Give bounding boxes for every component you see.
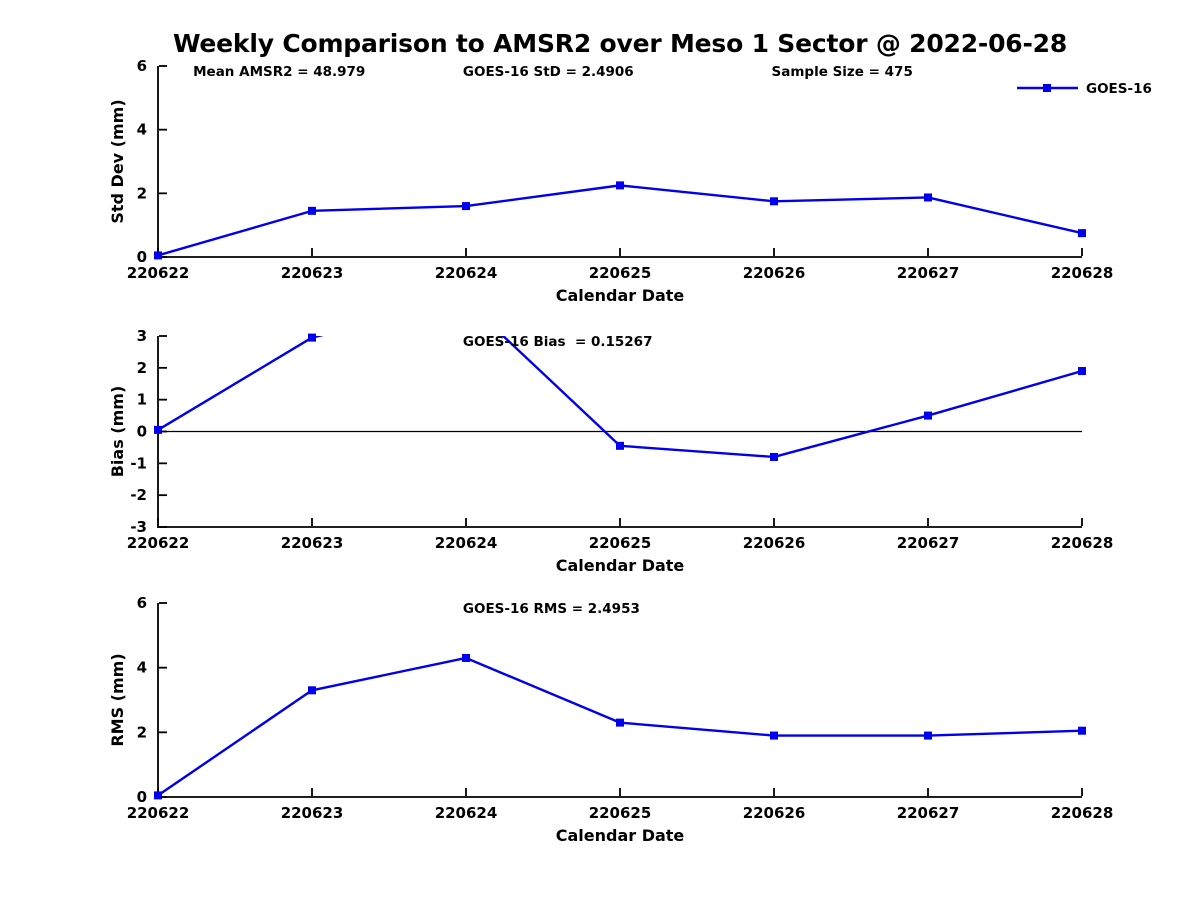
figure-title: Weekly Comparison to AMSR2 over Meso 1 S… — [172, 29, 1068, 58]
data-point-marker — [308, 333, 316, 342]
x-tick-label: 220625 — [589, 264, 652, 282]
x-tick-label: 220626 — [743, 264, 806, 282]
x-tick-label: 220625 — [589, 804, 652, 822]
x-tick-label: 220622 — [127, 804, 190, 822]
x-tick-label: 220622 — [127, 264, 190, 282]
annotation: GOES-16 RMS = 2.4953 — [463, 601, 640, 617]
y-tick-label: 4 — [137, 659, 147, 677]
data-point-marker — [770, 731, 778, 740]
x-tick-label: 220625 — [589, 534, 652, 552]
data-point-marker — [770, 452, 778, 461]
data-point-marker — [1078, 726, 1086, 735]
series-line — [158, 184, 1082, 257]
data-point-marker — [308, 686, 316, 695]
data-point-marker — [616, 181, 624, 190]
x-tick-label: 220628 — [1051, 264, 1114, 282]
x-tick-label: 220626 — [743, 534, 806, 552]
x-tick-label: 220627 — [897, 264, 960, 282]
x-tick-label: 220623 — [281, 264, 344, 282]
data-point-marker — [924, 731, 932, 740]
y-tick-label: 3 — [137, 327, 147, 345]
y-tick-label: 6 — [137, 57, 147, 75]
annotation: GOES-16 Bias = 0.15267 — [463, 334, 653, 350]
x-tick-label: 220624 — [435, 264, 498, 282]
legend-label: GOES-16 — [1086, 81, 1152, 97]
data-point-marker — [1078, 229, 1086, 238]
x-axis-label: Calendar Date — [556, 826, 685, 845]
x-tick-label: 220623 — [281, 804, 344, 822]
data-point-marker — [462, 653, 470, 662]
x-tick-label: 220628 — [1051, 804, 1114, 822]
x-tick-label: 220623 — [281, 534, 344, 552]
annotation: Sample Size = 475 — [772, 64, 913, 80]
annotation: GOES-16 StD = 2.4906 — [463, 64, 634, 80]
legend-marker — [1043, 84, 1051, 92]
y-tick-label: 2 — [137, 184, 147, 202]
data-point-marker — [770, 197, 778, 206]
y-tick-label: 4 — [137, 121, 147, 139]
y-tick-label: -3 — [130, 518, 147, 536]
y-tick-label: -2 — [130, 486, 147, 504]
data-point-marker — [154, 251, 162, 260]
bias-chart: -3 -2 -1 0 1 2 3 220622 220623 220624 220625 220626… — [108, 327, 1114, 575]
data-point-marker — [462, 202, 470, 211]
data-point-marker — [1078, 367, 1086, 376]
y-tick-label: 2 — [137, 723, 147, 741]
y-axis-label: Std Dev (mm) — [108, 99, 127, 223]
y-tick-label: 6 — [137, 594, 147, 612]
y-axis-label: RMS (mm) — [108, 653, 127, 746]
data-point-marker — [154, 425, 162, 434]
y-tick-label: 0 — [137, 423, 147, 441]
y-tick-label: 2 — [137, 359, 147, 377]
x-tick-label: 220622 — [127, 534, 190, 552]
series-line — [158, 336, 1082, 459]
data-point-marker — [616, 441, 624, 450]
y-axis-label: Bias (mm) — [108, 386, 127, 478]
series-line — [158, 656, 1082, 797]
y-tick-label: 0 — [137, 788, 147, 806]
x-axis-label: Calendar Date — [556, 286, 685, 305]
x-tick-label: 220627 — [897, 534, 960, 552]
x-tick-label: 220624 — [435, 804, 498, 822]
annotation: Mean AMSR2 = 48.979 — [193, 64, 365, 80]
y-tick-label: -1 — [130, 454, 147, 472]
x-tick-label: 220627 — [897, 804, 960, 822]
data-point-marker — [308, 206, 316, 215]
stddev-chart: 0 2 4 6 220622 220623 220624 220625 220626 220627… — [108, 57, 1152, 305]
data-point-marker — [616, 718, 624, 727]
rms-chart: 0 2 4 6 220622 220623 220624 220625 220626 220627… — [108, 594, 1113, 845]
data-point-marker — [924, 411, 932, 420]
x-tick-label: 220626 — [743, 804, 806, 822]
y-tick-label: 0 — [137, 248, 147, 266]
data-point-marker — [154, 791, 162, 800]
x-tick-label: 220624 — [435, 534, 498, 552]
legend: GOES-16 — [1017, 81, 1152, 97]
x-tick-label: 220628 — [1051, 534, 1114, 552]
data-point-marker — [924, 193, 932, 202]
x-axis-label: Calendar Date — [556, 556, 685, 575]
y-tick-label: 1 — [137, 391, 147, 409]
